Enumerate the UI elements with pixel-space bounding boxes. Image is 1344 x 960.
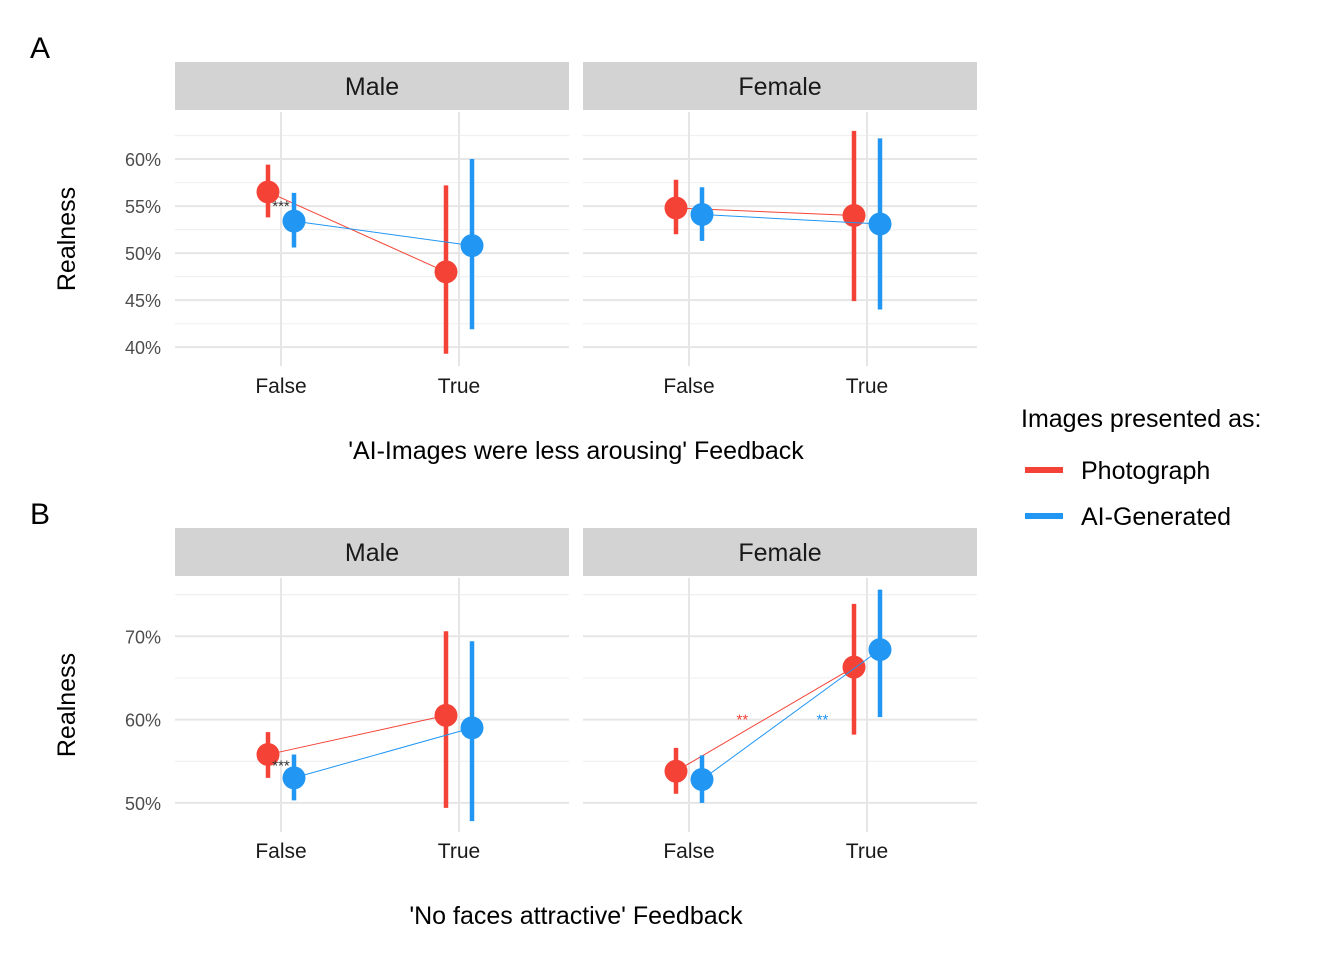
- data-point: [664, 759, 688, 783]
- data-point: [460, 234, 484, 258]
- y-tick-label: 70%: [125, 627, 161, 647]
- facet-strip: [583, 62, 977, 110]
- significance-label: ***: [272, 198, 290, 215]
- facet-male: Male False True ***: [175, 528, 569, 863]
- legend-label: Photograph: [1081, 457, 1210, 485]
- data-point: [460, 716, 484, 740]
- panel-A: A Male False True *** Female False True 40% 45% 50…: [30, 32, 977, 465]
- significance-label: **: [817, 712, 829, 729]
- data-point: [868, 212, 892, 236]
- y-tick-label: 60%: [125, 711, 161, 731]
- series-line-ai-generated: [293, 220, 473, 247]
- y-tick-label: 55%: [125, 197, 161, 217]
- x-tick-label: True: [846, 375, 888, 398]
- facet-strip: [583, 528, 977, 576]
- x-axis-title: 'No faces attractive' Feedback: [409, 902, 743, 930]
- facet-female: Female False True: [583, 62, 977, 398]
- data-point: [842, 655, 866, 679]
- data-point: [690, 203, 714, 227]
- panel-tag: B: [30, 498, 50, 531]
- x-tick-label: True: [846, 840, 888, 863]
- series-line-ai-generated: [701, 214, 881, 225]
- significance-label: ***: [272, 757, 290, 774]
- data-point: [256, 743, 280, 767]
- data-point: [434, 260, 458, 284]
- series-line-ai-generated: [701, 649, 881, 780]
- x-tick-label: False: [255, 375, 306, 398]
- x-tick-label: True: [438, 840, 480, 863]
- y-tick-label: 60%: [125, 150, 161, 170]
- facet-strip: [175, 62, 569, 110]
- y-axis-title: Realness: [53, 653, 81, 757]
- legend-label: AI-Generated: [1081, 503, 1231, 531]
- data-point: [256, 180, 280, 204]
- facet-strip: [175, 528, 569, 576]
- y-tick-label: 50%: [125, 244, 161, 264]
- data-point: [842, 203, 866, 227]
- series-line-ai-generated: [293, 727, 473, 779]
- legend: Images presented as: Photograph AI-Generat…: [1021, 405, 1261, 531]
- y-tick-label: 40%: [125, 338, 161, 358]
- x-tick-label: False: [663, 375, 714, 398]
- data-point: [434, 703, 458, 727]
- facet-strip-label: Female: [738, 539, 821, 567]
- data-point: [664, 196, 688, 220]
- panel-tag: A: [30, 32, 50, 65]
- legend-title: Images presented as:: [1021, 405, 1261, 433]
- data-point: [868, 638, 892, 662]
- series-line-photograph: [267, 714, 447, 756]
- data-point: [282, 766, 306, 790]
- facet-male: Male False True ***: [175, 62, 569, 398]
- y-tick-label: 50%: [125, 794, 161, 814]
- y-tick-label: 45%: [125, 291, 161, 311]
- facet-strip-label: Female: [738, 73, 821, 101]
- x-tick-label: False: [255, 840, 306, 863]
- facet-strip-label: Male: [345, 539, 399, 567]
- x-axis-title: 'AI-Images were less arousing' Feedback: [348, 437, 804, 465]
- series-line-photograph: [675, 666, 855, 772]
- significance-label: **: [737, 712, 749, 729]
- panel-B: B Male False True *** Female False True ** ** 50% 6…: [30, 498, 977, 930]
- x-tick-label: True: [438, 375, 480, 398]
- series-line-photograph: [267, 191, 447, 273]
- y-axis-title: Realness: [53, 187, 81, 291]
- facet-strip-label: Male: [345, 73, 399, 101]
- facet-female: Female False True ** **: [583, 528, 977, 863]
- data-point: [282, 209, 306, 233]
- x-tick-label: False: [663, 840, 714, 863]
- data-point: [690, 768, 714, 792]
